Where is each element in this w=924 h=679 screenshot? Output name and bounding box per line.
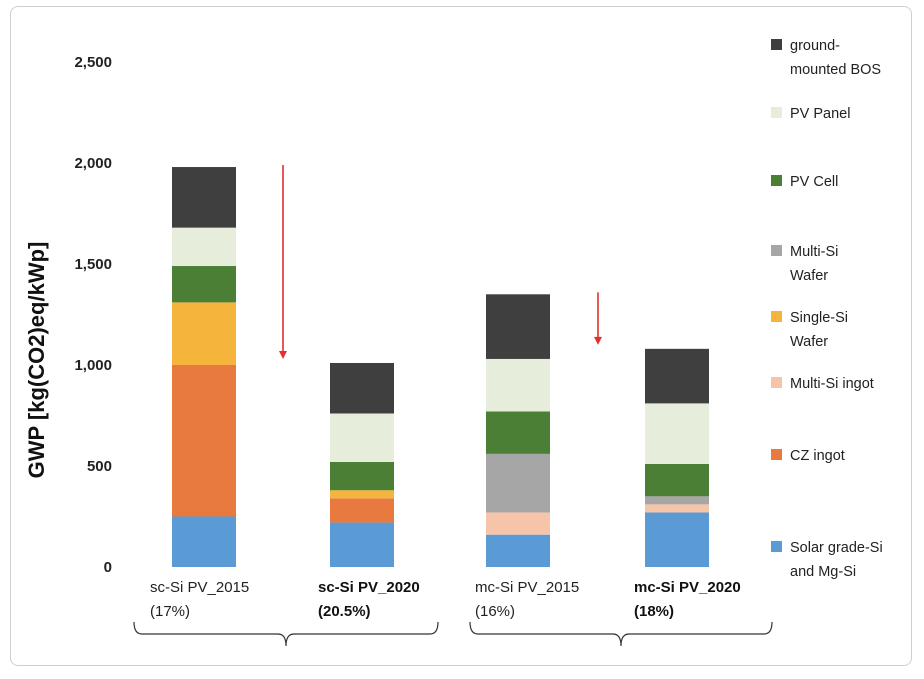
legend-item: ground-mounted BOS xyxy=(771,38,881,78)
legend-swatch xyxy=(771,245,782,256)
bar-segment xyxy=(330,461,394,491)
legend-item: Multi-Si Wafer xyxy=(771,244,838,284)
arrow-head xyxy=(279,350,287,359)
group-brace xyxy=(133,621,439,647)
bar-segment xyxy=(645,403,709,464)
legend-swatch xyxy=(771,449,782,460)
category-label: mc-Si PV_2015 xyxy=(475,579,579,596)
legend-label: Wafer xyxy=(790,268,828,284)
legend-swatch xyxy=(771,377,782,388)
legend-swatch xyxy=(771,311,782,322)
bar-stack xyxy=(486,294,550,567)
legend-label: and Mg-Si xyxy=(790,564,856,580)
legend-label: Multi-Si xyxy=(790,244,838,260)
legend-item: Multi-Si ingot xyxy=(771,376,874,392)
category-sublabel: (17%) xyxy=(150,603,190,620)
y-axis: 0 500 1,000 1,500 2,000 2,500 xyxy=(74,54,112,576)
bar-segment xyxy=(172,302,236,365)
legend: Solar grade-Si and Mg-Si CZ ingot Multi-Si … xyxy=(771,38,883,580)
bar-segment xyxy=(330,522,394,567)
legend-swatch xyxy=(771,107,782,118)
legend-label: Single-Si xyxy=(790,310,848,326)
legend-item: CZ ingot xyxy=(771,448,845,464)
bar-segment xyxy=(486,534,550,567)
y-tick-label: 500 xyxy=(87,458,112,475)
legend-swatch xyxy=(771,175,782,186)
legend-label: Wafer xyxy=(790,334,828,350)
bar-segment xyxy=(486,453,550,513)
bar-segment xyxy=(330,498,394,523)
bar-segment xyxy=(172,516,236,567)
bar-segment xyxy=(172,167,236,228)
bar-segment xyxy=(645,348,709,404)
bar-segment xyxy=(172,227,236,267)
bar-segment xyxy=(486,512,550,535)
bar-segment xyxy=(172,365,236,517)
legend-label: Solar grade-Si xyxy=(790,540,883,556)
legend-swatch xyxy=(771,39,782,50)
chart-frame xyxy=(10,6,912,666)
category-sublabel: (18%) xyxy=(634,603,674,620)
y-tick-label: 1,500 xyxy=(74,256,112,273)
bar-segment xyxy=(486,358,550,412)
arrow-head xyxy=(594,336,602,345)
legend-label: mounted BOS xyxy=(790,62,881,78)
legend-item: PV Cell xyxy=(771,174,838,190)
reduction-arrow xyxy=(594,292,602,345)
reduction-arrow xyxy=(279,165,287,359)
y-tick-label: 2,000 xyxy=(74,155,112,172)
legend-item: Single-Si Wafer xyxy=(771,310,848,350)
bar-stack xyxy=(645,348,709,567)
legend-label: PV Cell xyxy=(790,174,838,190)
legend-label: Multi-Si ingot xyxy=(790,376,874,392)
bar-stack xyxy=(330,362,394,567)
bar-stack xyxy=(172,167,236,567)
bars xyxy=(172,167,709,567)
category-labels: sc-Si PV_2015 (17%) sc-Si PV_2020 (20.5%) mc… xyxy=(150,579,741,620)
bar-segment xyxy=(330,490,394,499)
y-tick-label: 0 xyxy=(104,559,112,576)
category-label: sc-Si PV_2020 xyxy=(318,579,420,596)
group-braces xyxy=(133,621,773,647)
legend-swatch xyxy=(771,541,782,552)
bar-segment xyxy=(486,294,550,359)
legend-item: PV Panel xyxy=(771,106,850,122)
category-sublabel: (16%) xyxy=(475,603,515,620)
legend-label: CZ ingot xyxy=(790,448,845,464)
y-tick-label: 2,500 xyxy=(74,54,112,71)
reduction-arrows xyxy=(279,165,602,359)
bar-segment xyxy=(486,411,550,454)
category-sublabel: (20.5%) xyxy=(318,603,371,620)
legend-item: Solar grade-Si and Mg-Si xyxy=(771,540,883,580)
bar-segment xyxy=(645,496,709,505)
category-label: sc-Si PV_2015 xyxy=(150,579,249,596)
bar-segment xyxy=(172,266,236,303)
bar-segment xyxy=(330,413,394,462)
y-tick-label: 1,000 xyxy=(74,357,112,374)
bar-segment xyxy=(330,362,394,414)
legend-label: ground- xyxy=(790,38,840,54)
bar-segment xyxy=(645,463,709,497)
category-label: mc-Si PV_2020 xyxy=(634,579,741,596)
bar-segment xyxy=(645,504,709,513)
legend-label: PV Panel xyxy=(790,106,850,122)
group-brace xyxy=(469,621,773,647)
y-axis-label: GWP [kg(CO2)eq/kWp] xyxy=(24,242,49,479)
bar-segment xyxy=(645,512,709,567)
